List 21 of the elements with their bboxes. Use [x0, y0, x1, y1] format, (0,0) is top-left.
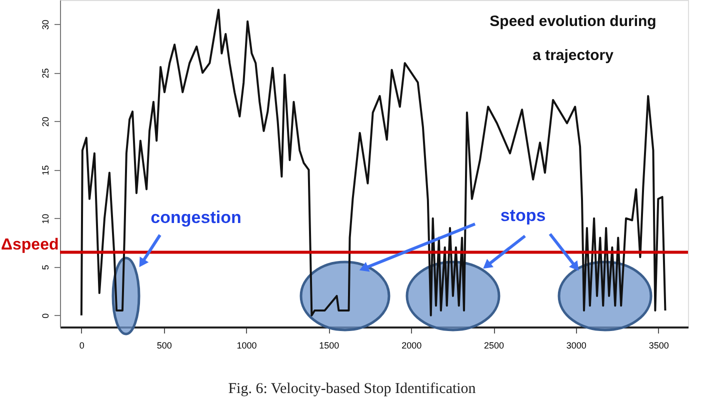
y-tick-label: 5 [40, 264, 50, 270]
line-series [80, 8, 666, 316]
y-tick-label: 30 [40, 20, 50, 30]
x-tick-label: 500 [156, 340, 172, 350]
ref-line-label: Δspeed [1, 236, 59, 254]
text: Speed evolution during a trajectory [490, 13, 656, 64]
x-tick-label: 3500 [648, 340, 669, 350]
x-tick-label: 2000 [402, 340, 422, 350]
y-tick-label: 25 [40, 68, 50, 78]
x-tick-label: 2500 [484, 340, 504, 350]
y-tick-label: 15 [40, 165, 50, 176]
x-tick-label: 3000 [566, 340, 586, 350]
annotation: stops [500, 206, 546, 225]
y-tick-label: 0 [40, 313, 50, 318]
caption: Fig. 6: Velocity-based Stop Identification [228, 381, 476, 397]
y-tick-label: 20 [40, 116, 50, 127]
y-tick-label: 10 [40, 214, 50, 224]
annotation: congestion [150, 208, 242, 227]
x-tick-label: 1500 [319, 340, 340, 350]
x-tick-label: 0 [79, 340, 84, 350]
x-tick-label: 1000 [236, 340, 257, 350]
